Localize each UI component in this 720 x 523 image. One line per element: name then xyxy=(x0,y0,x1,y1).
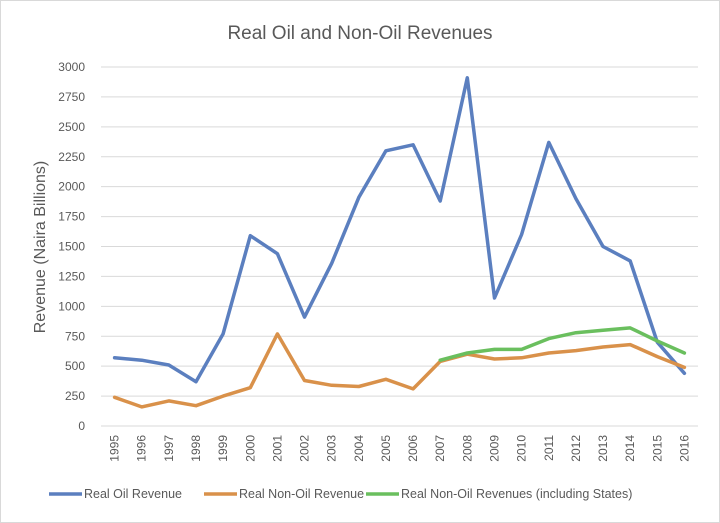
x-tick-label: 2013 xyxy=(596,435,610,462)
x-tick-label: 2007 xyxy=(433,435,447,462)
y-tick-label: 2000 xyxy=(58,180,85,194)
series-line-2 xyxy=(438,326,687,362)
legend-item: Real Non-Oil Revenues (including States) xyxy=(366,487,632,501)
y-tick-label: 2500 xyxy=(58,120,85,134)
y-tick-label: 1000 xyxy=(58,299,85,313)
x-tick-label: 2009 xyxy=(487,435,501,462)
x-tick-label: 1997 xyxy=(162,435,176,462)
x-tick-label: 1999 xyxy=(216,435,230,462)
x-tick-label: 1996 xyxy=(135,435,149,462)
x-tick-label: 2001 xyxy=(270,435,284,462)
y-tick-label: 1500 xyxy=(58,240,85,254)
y-axis-label: Revenue (Naira Billions) xyxy=(32,161,49,334)
legend-label: Real Oil Revenue xyxy=(84,487,182,501)
y-tick-label: 250 xyxy=(65,389,85,403)
x-tick-label: 1995 xyxy=(108,435,122,462)
legend-item: Real Oil Revenue xyxy=(49,487,182,501)
x-tick-label: 2008 xyxy=(460,435,474,462)
y-tick-label: 1750 xyxy=(58,210,85,224)
y-tick-label: 2750 xyxy=(58,90,85,104)
x-tick-labels: 1995 1996 1997 1998 1999 2000 2001 2002 2003 2004… xyxy=(108,435,692,462)
y-tick-labels: 0 250 500 750 1000 1250 1500 1750 2000 2250 2500 27… xyxy=(58,60,85,433)
legend: Real Oil Revenue Real Non-Oil Revenue Real… xyxy=(49,487,632,501)
x-tick-label: 2016 xyxy=(677,435,691,462)
legend-label: Real Non-Oil Revenue xyxy=(239,487,364,501)
y-tick-label: 3000 xyxy=(58,60,85,74)
x-tick-label: 2003 xyxy=(325,435,339,462)
series-lines xyxy=(112,76,687,409)
legend-item: Real Non-Oil Revenue xyxy=(204,487,364,501)
y-tick-label: 0 xyxy=(78,419,85,433)
x-tick-label: 2004 xyxy=(352,435,366,462)
series-line-1 xyxy=(112,332,687,409)
y-tick-label: 2250 xyxy=(58,150,85,164)
x-tick-label: 2014 xyxy=(623,435,637,462)
x-tick-label: 1998 xyxy=(189,435,203,462)
x-tick-label: 2011 xyxy=(542,435,556,461)
chart-title: Real Oil and Non-Oil Revenues xyxy=(227,23,492,44)
x-tick-label: 2012 xyxy=(569,435,583,462)
x-tick-label: 2006 xyxy=(406,435,420,462)
x-tick-label: 2000 xyxy=(243,435,257,462)
y-tick-label: 1250 xyxy=(58,269,85,283)
series-line-0 xyxy=(112,76,687,384)
gridlines xyxy=(101,66,698,427)
legend-label: Real Non-Oil Revenues (including States) xyxy=(401,487,632,501)
x-tick-label: 2002 xyxy=(298,435,312,462)
y-tick-label: 750 xyxy=(65,329,85,343)
x-tick-label: 2015 xyxy=(650,435,664,462)
y-tick-label: 500 xyxy=(65,359,85,373)
x-tick-label: 2010 xyxy=(515,435,529,462)
x-tick-label: 2005 xyxy=(379,435,393,462)
